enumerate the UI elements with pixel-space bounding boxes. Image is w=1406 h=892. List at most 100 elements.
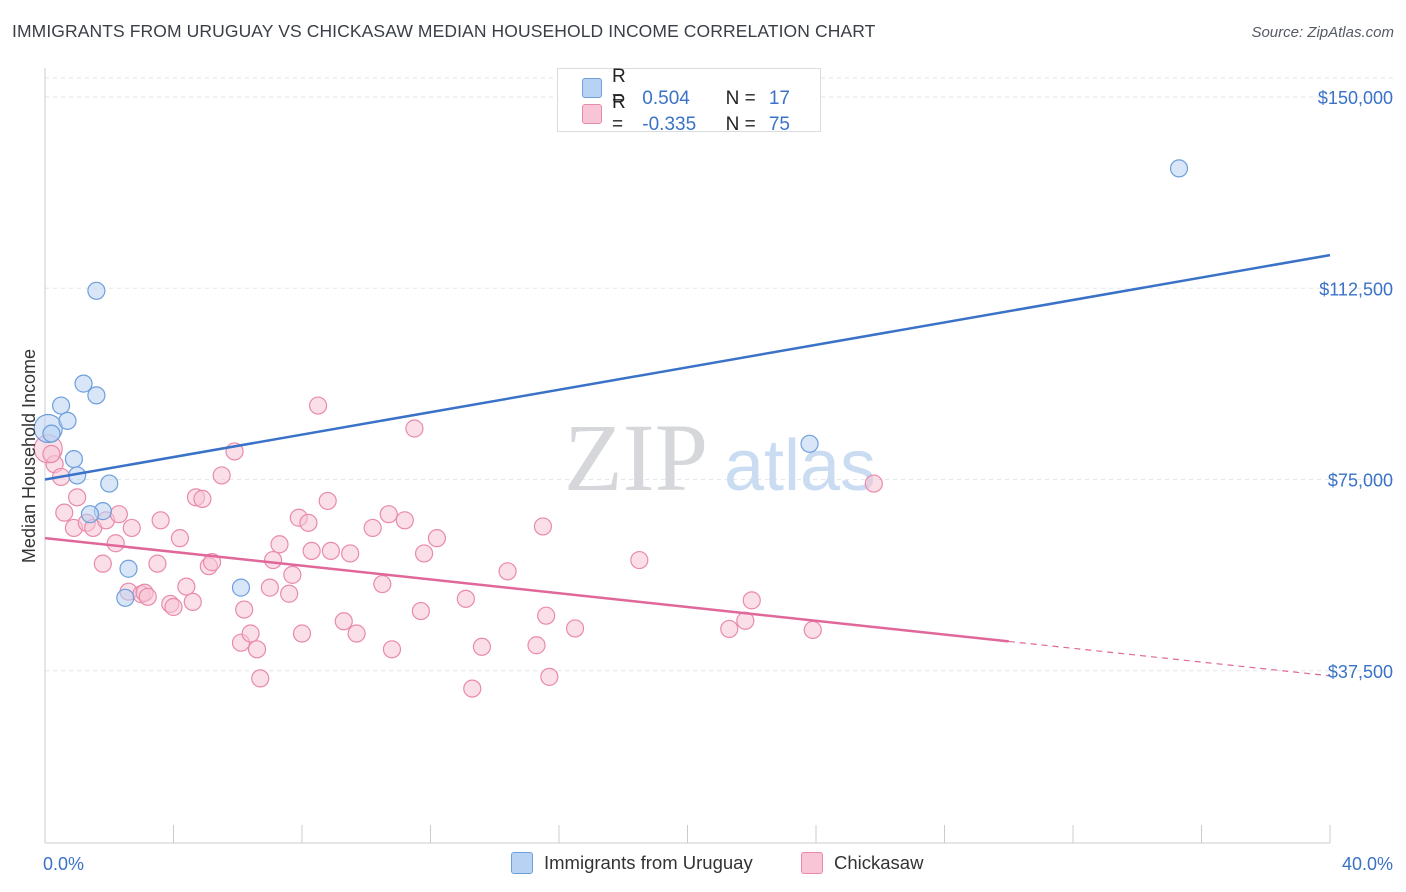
chickasaw-point	[148, 554, 167, 573]
y-tick-label: $150,000	[1318, 88, 1393, 108]
chickasaw-point	[68, 488, 87, 507]
chickasaw-point	[251, 669, 270, 688]
legend-row-chickasaw: R = -0.335 N = 75	[582, 92, 790, 135]
chickasaw-point	[283, 565, 302, 584]
chickasaw-point	[540, 667, 559, 686]
chickasaw-point	[55, 503, 74, 522]
chickasaw-point	[395, 511, 414, 530]
chickasaw-point	[299, 513, 318, 532]
chickasaw-point	[803, 620, 822, 640]
watermark: ZIP atlas	[564, 404, 876, 511]
legend-swatch-blue	[511, 852, 533, 874]
chickasaw-point	[411, 601, 430, 621]
chickasaw-point	[742, 591, 761, 610]
chickasaw-point	[527, 636, 546, 655]
chickasaw-point	[363, 518, 382, 538]
chickasaw-point	[456, 589, 475, 608]
legend-item-uruguay[interactable]: Immigrants from Uruguay	[511, 852, 753, 874]
chickasaw-point	[379, 505, 398, 524]
watermark-atlas: atlas	[724, 426, 876, 506]
y-axis-label: Median Household Income	[19, 349, 39, 563]
chickasaw-point	[235, 600, 254, 619]
uruguay-point	[231, 578, 251, 597]
chickasaw-point	[164, 597, 183, 617]
chickasaw-point	[138, 587, 157, 606]
tick-labels: $37,500 $75,000 $112,500 $150,000 0.0% 40.0%	[43, 88, 1393, 874]
chickasaw-point	[498, 562, 517, 581]
chart-title: IMMIGRANTS FROM URUGUAY VS CHICKASAW MED…	[12, 21, 876, 41]
chickasaw-point	[533, 517, 553, 536]
uruguay-point	[1169, 159, 1189, 178]
uruguay-trend-line	[44, 253, 1331, 481]
r-label: R =	[612, 92, 626, 135]
chickasaw-point	[241, 624, 260, 643]
chickasaw-point	[202, 553, 222, 572]
chickasaw-point	[308, 396, 328, 415]
uruguay-point	[58, 411, 77, 430]
uruguay-point	[42, 424, 61, 443]
chickasaw-point	[193, 489, 212, 508]
uruguay-point	[100, 474, 119, 493]
legend-swatch-blue	[582, 78, 602, 98]
chickasaw-point	[170, 529, 190, 548]
chickasaw-point	[463, 679, 482, 698]
chickasaw-point	[318, 491, 337, 511]
chickasaw-point	[247, 640, 267, 659]
chickasaw-point	[263, 550, 283, 570]
chickasaw-trend-extension	[1008, 640, 1331, 677]
n-label: N =	[725, 114, 756, 135]
uruguay-point	[87, 281, 106, 300]
x-tick-label: 40.0%	[1342, 854, 1393, 874]
chickasaw-point	[472, 637, 491, 656]
legend-label: Chickasaw	[834, 852, 924, 873]
y-tick-label: $37,500	[1328, 662, 1393, 682]
chickasaw-point	[177, 577, 196, 596]
chickasaw-point	[405, 419, 424, 438]
chickasaw-point	[347, 624, 366, 643]
chickasaw-point	[122, 518, 141, 538]
chickasaw-point	[270, 535, 289, 554]
uruguay-point	[64, 450, 84, 469]
chickasaw-point	[341, 544, 360, 563]
uruguay-point	[116, 588, 135, 607]
chickasaw-point	[537, 606, 556, 625]
chickasaw-point	[334, 612, 353, 631]
uruguay-point	[74, 374, 93, 393]
legend-label: Immigrants from Uruguay	[544, 852, 753, 873]
n-value: 75	[768, 114, 790, 135]
n-value: 17	[768, 88, 790, 109]
chickasaw-point	[565, 619, 585, 638]
r-value: 0.504	[642, 88, 690, 109]
chickasaw-point	[42, 444, 61, 464]
chickasaw-point	[151, 511, 170, 530]
chickasaw-point	[183, 592, 202, 612]
chickasaw-point	[720, 619, 739, 639]
chickasaw-point	[292, 624, 312, 643]
r-value: -0.335	[642, 114, 697, 135]
chickasaw-point	[630, 550, 649, 570]
trend-lines	[44, 253, 1331, 677]
y-tick-label: $75,000	[1328, 471, 1393, 491]
legend-item-chickasaw[interactable]: Chickasaw	[801, 852, 923, 874]
uruguay-point	[80, 505, 100, 524]
chickasaw-points	[33, 396, 883, 698]
chickasaw-point	[212, 466, 231, 485]
legend-series: Immigrants from Uruguay Chickasaw	[0, 852, 1406, 878]
chickasaw-point	[109, 505, 128, 524]
legend-swatch-pink	[582, 104, 602, 124]
chickasaw-point	[321, 541, 341, 561]
chickasaw-point	[864, 474, 883, 493]
y-tick-label: $112,500	[1319, 279, 1393, 299]
chickasaw-point	[382, 640, 402, 659]
x-tick-label: 0.0%	[43, 854, 84, 874]
legend-swatch-pink	[801, 852, 823, 874]
chickasaw-point	[302, 541, 321, 561]
chickasaw-point	[106, 534, 125, 553]
uruguay-point	[800, 434, 819, 453]
chickasaw-point	[280, 584, 299, 603]
chickasaw-point	[93, 554, 112, 573]
chickasaw-trend-line	[44, 536, 1009, 643]
uruguay-points	[33, 159, 1189, 607]
uruguay-point	[51, 396, 71, 415]
